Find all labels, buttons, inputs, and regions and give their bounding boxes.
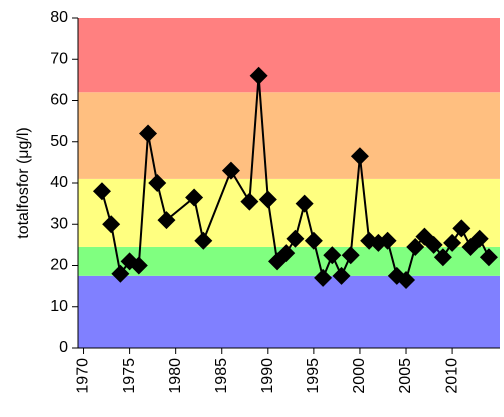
x-tick-label: 1970: [75, 358, 92, 394]
y-axis-label: totalfosfor (μg/l): [15, 127, 32, 238]
y-tick-label: 70: [50, 50, 68, 67]
x-tick-label: 1990: [259, 358, 276, 394]
marker: [433, 248, 452, 267]
marker: [406, 237, 425, 256]
y-tick-label: 40: [50, 174, 68, 191]
band: [78, 18, 500, 93]
x-tick-label: 1995: [305, 358, 322, 394]
marker: [240, 192, 259, 211]
marker: [304, 231, 323, 250]
marker: [139, 124, 158, 143]
y-tick-label: 30: [50, 215, 68, 232]
marker: [277, 244, 296, 263]
marker: [111, 264, 130, 283]
marker: [424, 235, 443, 254]
marker: [157, 211, 176, 230]
marker: [194, 231, 213, 250]
marker: [350, 147, 369, 166]
marker: [148, 174, 167, 192]
marker: [258, 190, 277, 209]
x-tick-label: 1980: [167, 358, 184, 394]
marker: [129, 256, 148, 275]
marker: [185, 188, 204, 207]
y-tick-label: 50: [50, 133, 68, 150]
marker: [92, 182, 111, 201]
x-tick-label: 2010: [443, 358, 460, 394]
marker: [341, 246, 360, 265]
x-tick-label: 2000: [351, 358, 368, 394]
marker: [443, 233, 462, 252]
marker: [102, 215, 121, 234]
y-tick-label: 20: [50, 257, 68, 274]
marker: [470, 229, 489, 248]
marker: [378, 231, 397, 250]
y-tick-label: 80: [50, 9, 68, 26]
band: [78, 275, 500, 348]
marker: [314, 268, 333, 287]
marker: [221, 161, 240, 180]
y-tick-label: 60: [50, 92, 68, 109]
marker: [397, 270, 416, 289]
marker: [249, 66, 268, 85]
x-tick-label: 1975: [121, 358, 138, 394]
y-tick-label: 0: [59, 339, 68, 356]
x-tick-label: 2005: [397, 358, 414, 394]
marker: [323, 246, 342, 265]
x-tick-label: 1985: [213, 358, 230, 394]
marker: [452, 219, 471, 238]
marker: [332, 266, 351, 285]
marker: [286, 229, 305, 248]
y-tick-label: 10: [50, 298, 68, 315]
marker: [295, 194, 314, 213]
marker: [479, 248, 498, 267]
